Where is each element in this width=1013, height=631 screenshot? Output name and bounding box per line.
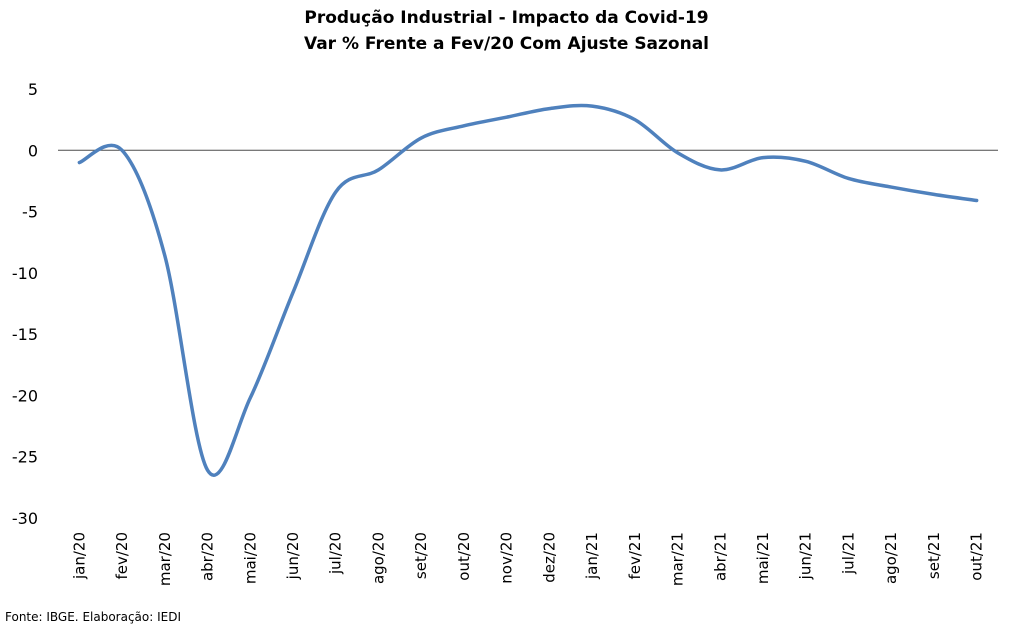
series-line [77,103,979,477]
x-tick-label: ago/21 [882,532,900,584]
x-tick-label: jan/20 [70,532,88,580]
x-tick-label: mar/20 [156,532,174,586]
x-tick-label: nov/20 [498,532,516,584]
x-tick-label: abr/20 [199,532,217,581]
x-tick-label: jun/20 [284,532,302,580]
chart-subtitle: Var % Frente a Fev/20 Com Ajuste Sazonal [303,34,710,54]
source-note: Fonte: IBGE. Elaboração: IEDI [5,610,182,624]
x-tick-label: set/20 [412,532,430,579]
x-tick-label: jan/21 [583,532,601,580]
x-tick-label: fev/20 [113,532,131,580]
x-tick-label: mai/21 [754,532,772,584]
x-tick-label: ago/20 [369,532,387,584]
chart-title: Produção Industrial - Impacto da Covid-1… [304,8,709,28]
y-tick-label: -10 [12,264,38,283]
x-tick-label: mar/21 [669,532,687,586]
x-tick-label: out/21 [968,532,986,581]
y-tick-label: 0 [28,141,38,160]
x-tick-label: jun/21 [797,532,815,580]
y-tick-label: -5 [22,203,38,222]
x-tick-label: abr/21 [711,532,729,581]
y-tick-label: -30 [12,509,38,528]
x-tick-label: mai/20 [241,532,259,584]
y-tick-label: 5 [28,80,38,99]
x-tick-label: jul/20 [327,532,345,575]
x-tick-label: set/21 [925,532,943,579]
x-tick-label: fev/21 [626,532,644,580]
x-tick-label: dez/20 [540,532,558,583]
y-tick-label: -15 [12,325,38,344]
y-tick-label: -20 [12,386,38,405]
x-tick-label: out/20 [455,532,473,581]
x-tick-label: jul/21 [839,532,857,575]
y-tick-label: -25 [12,448,38,467]
